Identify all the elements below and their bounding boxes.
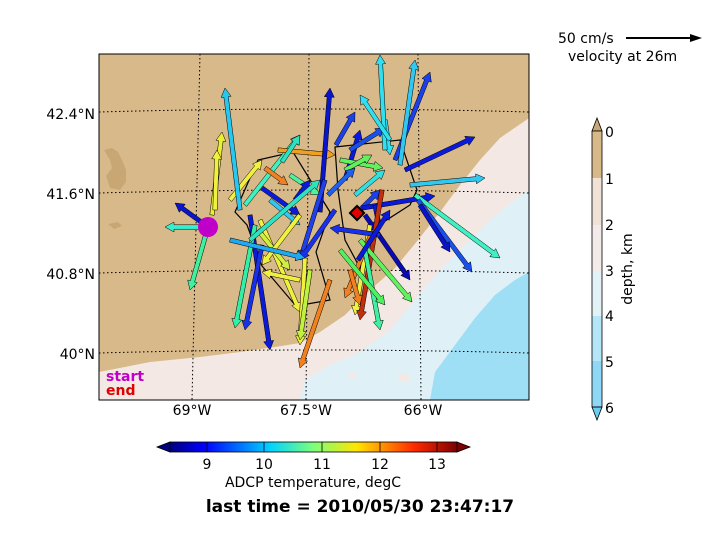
depth-band-5-6 — [592, 361, 602, 407]
end-marker — [348, 204, 366, 222]
velocity-arrow — [403, 136, 476, 173]
depth-tick: 3 — [605, 264, 614, 280]
velocity-arrow — [333, 111, 356, 147]
velocity-arrow — [355, 209, 391, 262]
velocity-arrow — [229, 237, 306, 262]
depth-tick: 0 — [605, 125, 614, 141]
velocity-arrow — [231, 224, 258, 329]
lat-line-42-4 — [99, 108, 529, 113]
bank-shoal — [348, 373, 356, 379]
velocity-arrow — [295, 257, 308, 346]
deep-water — [430, 272, 529, 400]
velocity-arrow — [337, 248, 386, 306]
temp-colorbar-bar — [169, 441, 458, 453]
velocity-key: 50 cm/s velocity at 26m — [558, 31, 702, 65]
lon-tick: 66°W — [404, 403, 443, 419]
bank-shoal — [398, 374, 410, 382]
temp-colorbar-right-extend — [456, 441, 472, 453]
velocity-arrow — [409, 173, 486, 188]
depth-colorbar-bottom-extend — [591, 406, 603, 422]
velocity-arrow — [339, 157, 384, 172]
lat-tick: 41.6°N — [46, 187, 95, 203]
velocity-arrows — [164, 54, 501, 369]
velocity-arrow — [248, 179, 321, 243]
velocity-arrow — [220, 87, 243, 211]
nantucket-land — [108, 222, 122, 229]
velocity-arrow — [211, 149, 223, 211]
velocity-arrow — [261, 268, 301, 283]
temp-tick: 12 — [371, 457, 389, 473]
velocity-arrow — [375, 54, 388, 151]
velocity-arrow — [343, 154, 373, 173]
velocity-arrow — [295, 269, 313, 341]
lon-tick: 69°W — [173, 403, 212, 419]
map-panel — [99, 54, 529, 400]
depth-band-1-2 — [592, 178, 602, 225]
lat-tick: 40.8°N — [46, 267, 95, 283]
temp-colorbar-ticks — [206, 442, 438, 452]
lon-tick: 67.5°W — [280, 403, 332, 419]
depth-band-2-3 — [592, 225, 602, 271]
temp-tick: 13 — [428, 457, 446, 473]
depth-band-3-4 — [592, 271, 602, 316]
lon-tick-labels: 69°W 67.5°W 66°W — [173, 403, 443, 419]
lon-line-66 — [417, 54, 422, 400]
depth-band-4-5 — [592, 316, 602, 361]
end-label: end — [106, 383, 135, 399]
depth-tick: 2 — [605, 218, 614, 234]
depth-tick: 6 — [605, 401, 614, 417]
depth-tick: 1 — [605, 172, 614, 188]
start-marker — [198, 217, 218, 237]
velocity-key-arrow-head — [690, 34, 702, 42]
depth-tick: 4 — [605, 309, 614, 325]
velocity-arrow — [326, 167, 356, 197]
velocity-arrow — [413, 192, 501, 259]
lat-tick: 42.4°N — [46, 107, 95, 123]
last-time-label: last time = 2010/05/30 23:47:17 — [206, 497, 514, 517]
depth-colorbar: 0 1 2 3 4 5 6 depth, km — [591, 116, 636, 422]
temp-colorbar-label: ADCP temperature, degC — [225, 475, 401, 491]
depth-colorbar-frame — [591, 130, 603, 408]
temp-colorbar-left-extend — [155, 441, 171, 453]
temp-tick: 10 — [255, 457, 273, 473]
velocity-arrow — [263, 165, 289, 186]
depth-colorbar-top-extend — [591, 116, 603, 132]
velocity-arrow — [357, 238, 413, 303]
temperature-colorbar: 9 10 11 12 13 ADCP temperature, degC — [155, 441, 472, 491]
depth-tick: 5 — [605, 355, 614, 371]
velocity-arrow — [417, 203, 451, 253]
depth-band-0-1 — [592, 131, 602, 178]
velocity-arrow — [347, 269, 363, 306]
cape-cod-land — [104, 148, 126, 190]
lat-line-40 — [99, 349, 529, 354]
depth-colorbar-label: depth, km — [620, 233, 636, 304]
lat-tick-labels: 42.4°N 41.6°N 40.8°N 40°N — [46, 107, 95, 363]
lat-line-41-6 — [99, 189, 529, 194]
temp-tick: 11 — [313, 457, 331, 473]
start-label: start — [106, 369, 144, 385]
velocity-arrow — [353, 169, 386, 198]
temp-tick: 9 — [203, 457, 212, 473]
velocity-arrow — [359, 94, 393, 142]
lat-tick: 40°N — [60, 347, 95, 363]
velocity-arrow — [397, 59, 420, 166]
velocity-arrow — [297, 278, 333, 369]
velocity-key-speed: 50 cm/s — [558, 31, 614, 47]
velocity-key-depth: velocity at 26m — [568, 49, 677, 65]
velocity-arrow — [241, 244, 265, 331]
map-frame — [98, 53, 530, 401]
velocity-arrow — [279, 134, 301, 164]
